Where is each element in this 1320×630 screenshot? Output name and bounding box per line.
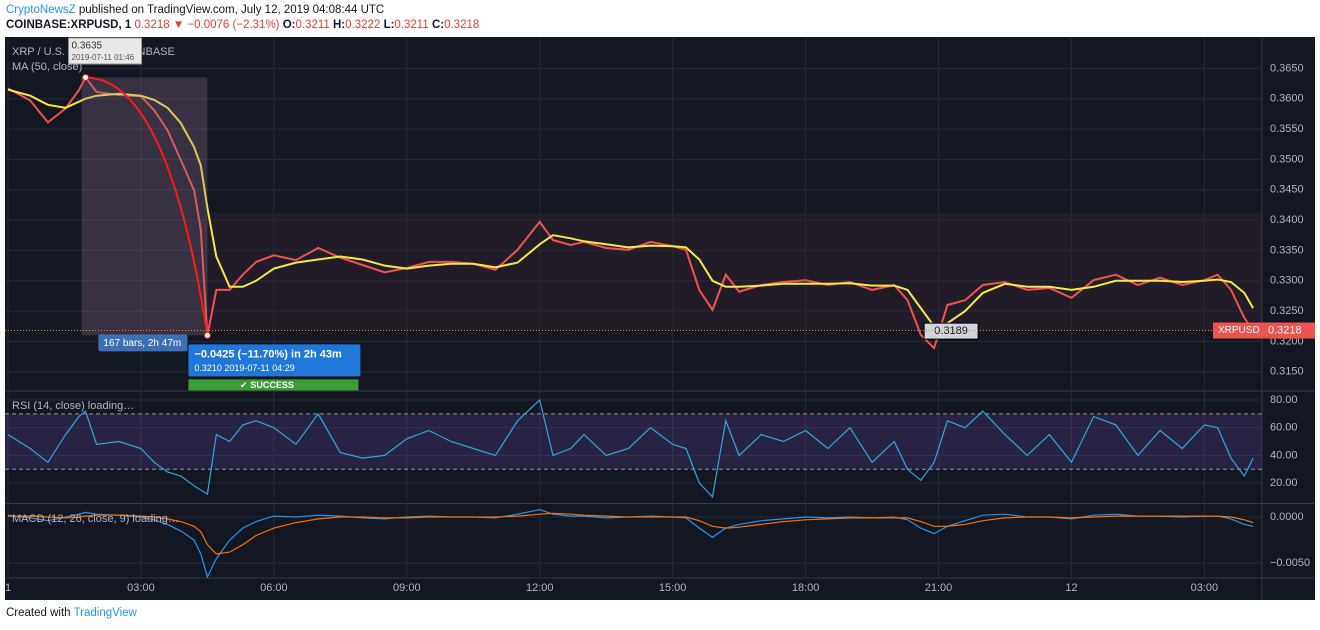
x-tick-label: 15:00	[659, 582, 687, 594]
range-shade	[205, 213, 1262, 330]
published: published on TradingView.com, July 12, 2…	[78, 4, 385, 16]
y-tick-label: 0.0000	[1270, 511, 1304, 523]
y-tick-label: 40.00	[1270, 449, 1298, 461]
open: 0.3211	[295, 19, 330, 31]
x-tick-label: 21:00	[925, 582, 953, 594]
change: −0.0076 (−2.31%)	[187, 19, 280, 31]
measure-box	[188, 344, 361, 377]
last-price-label: 0.3218	[1268, 324, 1302, 336]
y-tick-label: 0.3350	[1270, 244, 1304, 256]
y-tick-label: 0.3300	[1270, 275, 1304, 287]
pane-title: MACD (12, 26, close, 9) loading…	[12, 513, 179, 525]
arrow: ▼	[172, 19, 185, 31]
x-tick-label: 12:00	[526, 582, 554, 594]
measure-point	[82, 73, 90, 81]
status-box	[188, 379, 359, 391]
pane-title: RSI (14, close) loading…	[12, 400, 134, 412]
y-tick-label: 0.3450	[1270, 184, 1304, 196]
peak-time: 2019-07-11 01:46	[72, 53, 135, 62]
status-label: SUCCESS	[250, 380, 294, 390]
peak-value: 0.3635	[72, 41, 103, 52]
low: 0.3211	[394, 19, 429, 31]
created-with: Created with	[6, 607, 71, 619]
low-label: 0.3189	[934, 325, 968, 337]
bars-box	[98, 334, 188, 352]
pane	[5, 508, 1262, 578]
y-tick-label: 0.3650	[1270, 62, 1304, 74]
x-tick-label: 1	[5, 582, 11, 594]
h-label: H:	[333, 19, 346, 31]
y-tick-label: 20.00	[1270, 477, 1298, 489]
brand[interactable]: TradingView	[73, 607, 137, 619]
pane	[5, 398, 1262, 499]
series-line	[7, 75, 1254, 350]
measure-point	[203, 331, 211, 339]
measure-range	[81, 77, 208, 336]
y-tick-label: 0.3500	[1270, 153, 1304, 165]
y-tick-label: 0.3250	[1270, 305, 1304, 317]
x-tick-label: 12	[1065, 582, 1077, 594]
low-box	[923, 322, 979, 340]
y-tick-label: 0.3150	[1270, 366, 1304, 378]
series-line	[7, 88, 1254, 328]
measure-low: 0.3210	[194, 363, 222, 373]
l-label: L:	[383, 19, 395, 31]
y-tick-label: 0.3400	[1270, 214, 1304, 226]
x-tick-label: 09:00	[393, 582, 421, 594]
footer: Created with TradingView	[6, 607, 137, 619]
status-check: ✔	[240, 380, 248, 390]
publish-line: CryptoNewsZ published on TradingView.com…	[6, 4, 384, 16]
high: 0.3222	[345, 19, 381, 31]
series-line	[8, 512, 1254, 555]
measure-curve	[85, 76, 209, 336]
symbol: COINBASE:XRPUSD, 1	[6, 19, 132, 31]
measure-time: 2019-07-11 04:29	[224, 363, 294, 373]
measure-change: −0.0425 (−11.70%) in 2h 43m	[194, 348, 342, 360]
o-label: O:	[282, 19, 296, 31]
close: 0.3218	[444, 19, 480, 31]
series-line	[7, 398, 1254, 499]
ma-label: MA (50, close)	[12, 61, 82, 73]
x-tick-label: 03:00	[127, 582, 155, 594]
last: 0.3218	[134, 19, 170, 31]
peak-box	[68, 37, 143, 65]
bars-label: 167 bars, 2h 47m	[103, 338, 181, 349]
y-tick-label: 80.00	[1270, 394, 1298, 406]
pane-title: XRP / U.S.	[12, 46, 65, 58]
y-tick-label: 0.3600	[1270, 93, 1304, 105]
y-tick-label: 0.3550	[1270, 123, 1304, 135]
last-series-name: XRPUSD	[1218, 325, 1260, 336]
x-tick-label: 18:00	[792, 582, 820, 594]
x-tick-label: 06:00	[260, 582, 288, 594]
chart-background	[5, 37, 1315, 600]
author[interactable]: CryptoNewsZ	[6, 4, 76, 16]
last-price-box	[1213, 322, 1315, 339]
y-tick-label: 60.00	[1270, 422, 1298, 434]
rsi-band	[5, 413, 1262, 470]
symbol-line: COINBASE:XRPUSD, 1 0.3218 ▼ −0.0076 (−2.…	[6, 19, 479, 31]
x-tick-label: 03:00	[1191, 582, 1219, 594]
y-tick-label: −0.0050	[1270, 557, 1310, 569]
c-label: C:	[431, 19, 445, 31]
